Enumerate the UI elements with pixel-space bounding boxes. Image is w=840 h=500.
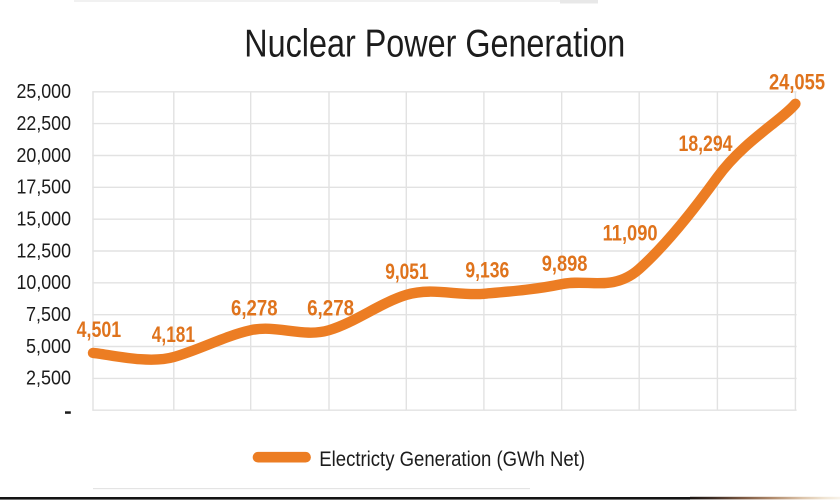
svg-text:22,500: 22,500 — [17, 112, 72, 135]
svg-text:6,278: 6,278 — [307, 296, 354, 321]
svg-text:17,500: 17,500 — [17, 176, 72, 199]
svg-text:15,000: 15,000 — [17, 208, 72, 231]
svg-text:2,500: 2,500 — [26, 367, 71, 390]
svg-text:12,500: 12,500 — [17, 239, 72, 262]
svg-text:11,090: 11,090 — [603, 220, 658, 245]
svg-text:25,000: 25,000 — [17, 80, 72, 103]
svg-text:9,136: 9,136 — [465, 257, 509, 282]
svg-text:18,294: 18,294 — [679, 131, 733, 156]
svg-text:7,500: 7,500 — [26, 303, 71, 326]
svg-text:6,278: 6,278 — [231, 295, 278, 320]
svg-text:Electricty Generation (GWh Net: Electricty Generation (GWh Net) — [319, 448, 585, 471]
svg-text:10,000: 10,000 — [17, 271, 72, 294]
svg-text:5,000: 5,000 — [26, 335, 71, 358]
svg-text:24,055: 24,055 — [769, 69, 825, 94]
svg-text:9,051: 9,051 — [385, 259, 428, 284]
svg-text:4,501: 4,501 — [77, 317, 122, 342]
svg-text:Nuclear Power Generation: Nuclear Power Generation — [244, 23, 625, 66]
svg-text:20,000: 20,000 — [17, 144, 72, 167]
svg-text:4,181: 4,181 — [152, 322, 195, 347]
svg-text:9,898: 9,898 — [542, 251, 588, 276]
